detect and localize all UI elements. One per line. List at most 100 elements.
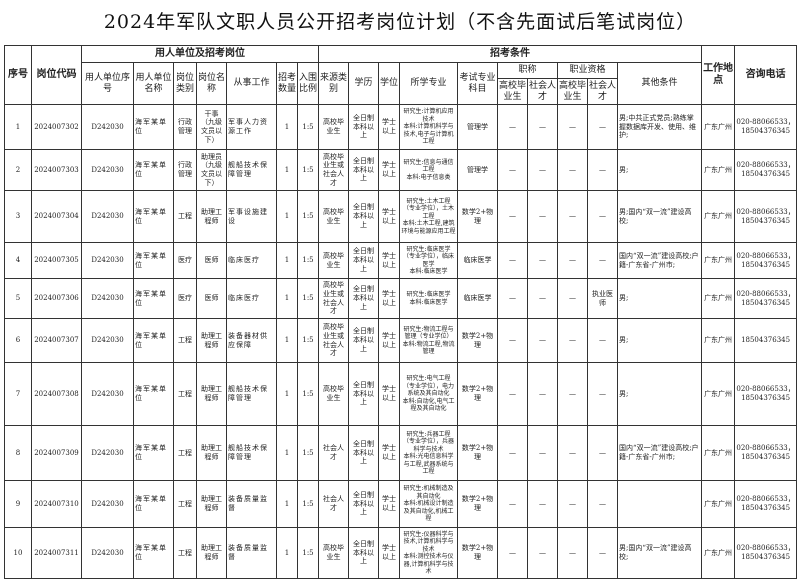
cell-post-type: 工程 [173, 480, 197, 528]
cell-location: 广东广州 [701, 278, 736, 319]
cell-major: 研究生:物流工程与管理（专业学位） 本科:物流工程,物流管理 [399, 318, 459, 363]
header-post-type: 岗位类别 [173, 62, 197, 105]
cell-count: 1 [276, 190, 298, 243]
cell-title-social: — [527, 425, 559, 481]
cell-ratio: 1:5 [296, 104, 320, 150]
cell-degree: 学士以上 [378, 527, 401, 579]
header-degree: 学位 [378, 62, 401, 105]
header-title: 职称 [497, 62, 559, 79]
cell-code: 2024007302 [31, 104, 82, 150]
cell-exam: 管理学 [457, 104, 499, 150]
cell-unit-seq: D242030 [81, 104, 134, 150]
cell-unit-seq: D242030 [81, 480, 134, 528]
cell-location: 广东广州 [701, 149, 736, 191]
cell-work: 军事人力资源工作 [226, 104, 277, 150]
cell-education: 全日制本科以上 [348, 242, 380, 279]
cell-ratio: 1:5 [296, 190, 320, 243]
cell-work: 装备质量监督 [226, 480, 277, 528]
cell-title-social: — [527, 190, 559, 243]
cell-code: 2024007311 [31, 527, 82, 579]
cell-degree: 学士以上 [378, 362, 401, 426]
cell-post-name: 助理员（九级文员以下） [196, 149, 227, 191]
header-title-grad: 高校毕业生 [497, 78, 529, 105]
cell-location: 广东广州 [701, 425, 736, 481]
cell-post-type: 行政管理 [173, 104, 197, 150]
cell-degree: 学士以上 [378, 425, 401, 481]
cell-other [617, 480, 703, 528]
cell-exam: 数学2+物理 [457, 480, 499, 528]
cell-title-grad: — [497, 278, 529, 319]
cell-unit-seq: D242030 [81, 425, 134, 481]
cell-degree: 学士以上 [378, 480, 401, 528]
cell-ratio: 1:5 [296, 480, 320, 528]
cell-code: 2024007306 [31, 278, 82, 319]
cell-qual-grad: — [557, 480, 589, 528]
header-major: 所学专业 [399, 62, 459, 105]
cell-phone: 020-88066533，18504376345 [734, 278, 798, 319]
cell-major: 研究生:临床医学 本科:临床医学 [399, 278, 459, 319]
cell-unit-name: 海军某单位 [133, 104, 174, 150]
cell-seq: 9 [4, 480, 32, 528]
cell-degree: 学士以上 [378, 318, 401, 363]
header-qual-grad: 高校毕业生 [557, 78, 589, 105]
cell-exam: 数学2+物理 [457, 318, 499, 363]
cell-ratio: 1:5 [296, 527, 320, 579]
cell-count: 1 [276, 527, 298, 579]
cell-title-social: — [527, 527, 559, 579]
cell-post-type: 工程 [173, 190, 197, 243]
cell-major: 研究生:临床医学（专业学位），临床医学 本科:临床医学 [399, 242, 459, 279]
cell-title-grad: — [497, 527, 529, 579]
cell-post-type: 医疗 [173, 242, 197, 279]
cell-exam: 数学2+物理 [457, 362, 499, 426]
cell-phone: 020-88066533，18504376345 [734, 362, 798, 426]
cell-qual-grad: — [557, 527, 589, 579]
cell-phone: 020-88066533，18504376345 [734, 149, 798, 191]
cell-education: 全日制本科以上 [348, 362, 380, 426]
header-qual: 职业资格 [557, 62, 619, 79]
cell-unit-seq: D242030 [81, 318, 134, 363]
cell-unit-seq: D242030 [81, 527, 134, 579]
cell-qual-grad: — [557, 149, 589, 191]
cell-title-grad: — [497, 425, 529, 481]
cell-work: 临床医疗 [226, 278, 277, 319]
cell-title-grad: — [497, 362, 529, 426]
cell-other: 国内“双一流”建设高校;户籍-广东省-广州市; [617, 242, 703, 279]
cell-qual-grad: — [557, 318, 589, 363]
table-row: 3 2024007304 D242030 海军某单位 工程 助理工程师 军事设施建设 1 1:5… [4, 190, 798, 243]
cell-phone: 020-88066533，18504376345 [734, 425, 798, 481]
cell-title-grad: — [497, 480, 529, 528]
table-row: 6 2024007307 D242030 海军某单位 工程 助理工程师 装备器材供应保障 1 1… [4, 318, 798, 363]
cell-source: 社会人才 [318, 425, 350, 481]
cell-post-type: 工程 [173, 318, 197, 363]
cell-degree: 学士以上 [378, 190, 401, 243]
cell-title-grad: — [497, 318, 529, 363]
cell-other: 男;国内“双一流”建设高校; [617, 527, 703, 579]
cell-phone: 020-88066533，18504376345 [734, 242, 798, 279]
cell-education: 全日制本科以上 [348, 425, 380, 481]
header-code: 岗位代码 [31, 45, 82, 105]
cell-education: 全日制本科以上 [348, 149, 380, 191]
cell-qual-social: — [587, 362, 619, 426]
cell-degree: 学士以上 [378, 278, 401, 319]
table-row: 9 2024007310 D242030 海军某单位 工程 助理工程师 装备质量监督 1 1:5… [4, 480, 798, 528]
table-row: 2 2024007303 D242030 海军某单位 行政管理 助理员（九级文员以下） 舰船… [4, 149, 798, 191]
cell-location: 广东广州 [701, 242, 736, 279]
cell-education: 全日制本科以上 [348, 527, 380, 579]
table-row: 10 2024007311 D242030 海军某单位 工程 助理工程师 装备质量监督 1 1:… [4, 527, 798, 579]
table-body: 1 2024007302 D242030 海军某单位 行政管理 干事（九级文员以下） 军事人… [4, 104, 798, 579]
cell-work: 舰船技术保障管理 [226, 149, 277, 191]
table-row: 4 2024007305 D242030 海军某单位 医疗 医师 临床医疗 1 1:5 高校毕业生… [4, 242, 798, 279]
cell-qual-social: — [587, 527, 619, 579]
cell-qual-social: — [587, 104, 619, 150]
cell-source: 高校毕业生 [318, 242, 350, 279]
cell-unit-seq: D242030 [81, 278, 134, 319]
cell-post-name: 助理工程师 [196, 190, 227, 243]
cell-unit-name: 海军某单位 [133, 425, 174, 481]
cell-qual-social: — [587, 242, 619, 279]
cell-seq: 8 [4, 425, 32, 481]
cell-work: 临床医疗 [226, 242, 277, 279]
cell-phone: 18504376345 [734, 318, 798, 363]
cell-qual-social: — [587, 318, 619, 363]
cell-unit-name: 海军某单位 [133, 318, 174, 363]
cell-qual-grad: — [557, 362, 589, 426]
